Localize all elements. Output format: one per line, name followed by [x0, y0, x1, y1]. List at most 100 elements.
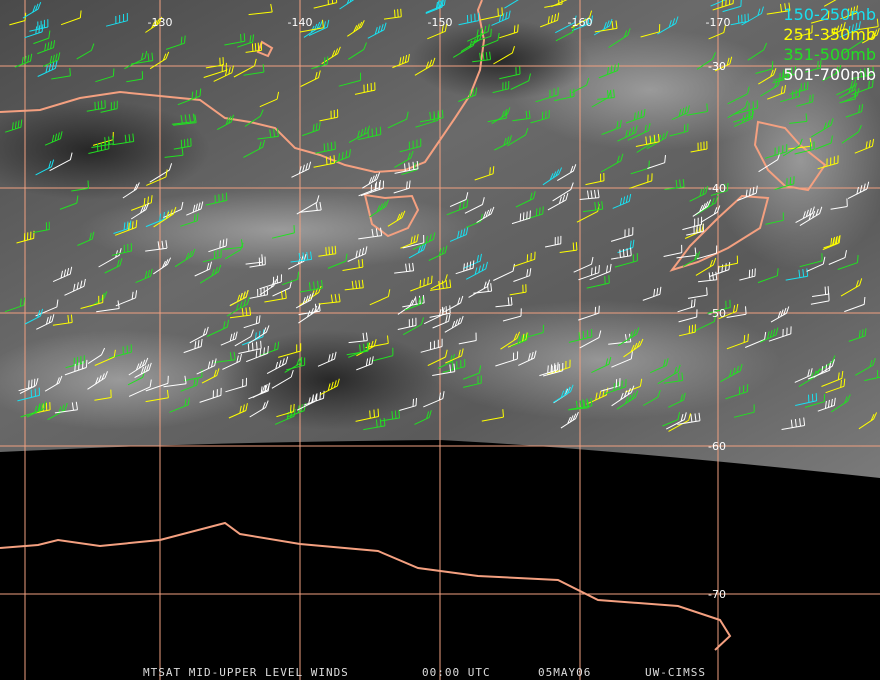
- wind-barb: [115, 219, 138, 236]
- wind-barb: [642, 286, 662, 301]
- wind-barb: [88, 140, 110, 154]
- wind-barb: [112, 133, 135, 146]
- wind-barb: [302, 122, 321, 137]
- wind-barb: [299, 201, 322, 213]
- wind-barb: [298, 303, 321, 324]
- wind-barb: [515, 191, 536, 208]
- wind-barb: [585, 172, 605, 186]
- wind-barb: [780, 88, 801, 103]
- wind-barb: [4, 297, 26, 313]
- wind-barb: [259, 274, 282, 290]
- wind-barb: [542, 167, 563, 186]
- wind-barb: [213, 65, 234, 82]
- wind-barb: [781, 417, 806, 430]
- wind-barb: [338, 72, 362, 87]
- wind-barb: [194, 261, 212, 277]
- wind-barb: [462, 253, 482, 269]
- wind-barb: [799, 253, 823, 268]
- wind-barb: [36, 314, 55, 330]
- wind-barb: [467, 24, 490, 42]
- wind-barb: [308, 19, 330, 36]
- wind-barb: [822, 235, 840, 251]
- wind-barb: [425, 0, 446, 14]
- wind-barb: [17, 387, 40, 402]
- wind-barb: [611, 385, 635, 407]
- wind-barb: [507, 127, 529, 147]
- wind-barb: [196, 358, 217, 375]
- wind-barb: [146, 169, 168, 186]
- wind-barb: [789, 113, 808, 124]
- wind-barb: [568, 399, 590, 411]
- wind-barb: [126, 71, 144, 83]
- wind-barb: [510, 332, 529, 348]
- wind-barb: [810, 292, 830, 305]
- wind-barb: [614, 253, 638, 268]
- wind-barb: [591, 356, 612, 374]
- wind-barb: [494, 135, 512, 151]
- wind-barb: [259, 91, 280, 108]
- wind-barb: [804, 60, 822, 73]
- wind-barb: [145, 389, 169, 403]
- wind-barb: [676, 247, 697, 259]
- wind-barb: [427, 349, 448, 367]
- wind-barb: [173, 114, 197, 126]
- wind-barb: [122, 182, 140, 199]
- wind-barb: [764, 144, 788, 159]
- wind-barb: [611, 247, 632, 260]
- wind-barb: [348, 125, 370, 143]
- wind-barb: [844, 296, 866, 313]
- wind-barb: [463, 375, 482, 388]
- wind-barb: [356, 356, 374, 371]
- wind-barb: [222, 353, 242, 370]
- wind-barb: [315, 141, 336, 154]
- wind-barb: [291, 161, 312, 178]
- wind-barb: [500, 331, 521, 350]
- wind-barb: [495, 351, 519, 367]
- wind-barb: [857, 18, 879, 31]
- wind-barb: [94, 389, 112, 401]
- wind-barb: [817, 155, 839, 170]
- wind-barb: [589, 263, 612, 281]
- wind-barb: [824, 21, 846, 40]
- wind-barb: [850, 66, 875, 80]
- wind-barb: [248, 383, 270, 400]
- wind-barb: [552, 384, 574, 404]
- wind-barb: [768, 326, 792, 342]
- wind-barb: [598, 63, 620, 79]
- wind-barb: [51, 67, 71, 80]
- wind-barb: [511, 210, 531, 225]
- wind-barb: [444, 315, 464, 333]
- wind-barb: [257, 128, 279, 140]
- wind-barb: [714, 56, 733, 72]
- wind-barb: [380, 410, 400, 422]
- wind-barb: [317, 351, 337, 367]
- coastlines: [0, 0, 827, 651]
- wind-barb: [20, 403, 41, 418]
- wind-barb: [686, 103, 708, 116]
- wind-barb: [205, 57, 224, 69]
- wind-barb: [578, 265, 600, 281]
- wind-barb: [571, 15, 593, 32]
- wind-barb: [149, 51, 170, 70]
- wind-barb: [727, 100, 749, 119]
- wind-barb: [201, 368, 220, 384]
- wind-barb: [855, 357, 876, 376]
- wind-barb: [52, 314, 73, 326]
- wind-barb: [397, 317, 417, 330]
- wind-barb: [228, 403, 248, 419]
- wind-barb: [586, 275, 610, 289]
- wind-barb: [264, 290, 287, 303]
- wind-barb: [427, 23, 448, 40]
- wind-barb: [153, 257, 172, 275]
- wind-barb: [465, 261, 488, 280]
- wind-barb: [712, 0, 734, 11]
- wind-barb: [583, 201, 604, 213]
- wind-barb: [686, 223, 704, 236]
- wind-barb: [164, 147, 184, 158]
- wind-barb: [861, 28, 880, 44]
- wind-barb: [449, 227, 469, 242]
- wind-barb: [95, 68, 115, 83]
- wind-barb: [26, 401, 47, 418]
- wind-barb: [847, 181, 870, 200]
- wind-barb: [559, 242, 578, 253]
